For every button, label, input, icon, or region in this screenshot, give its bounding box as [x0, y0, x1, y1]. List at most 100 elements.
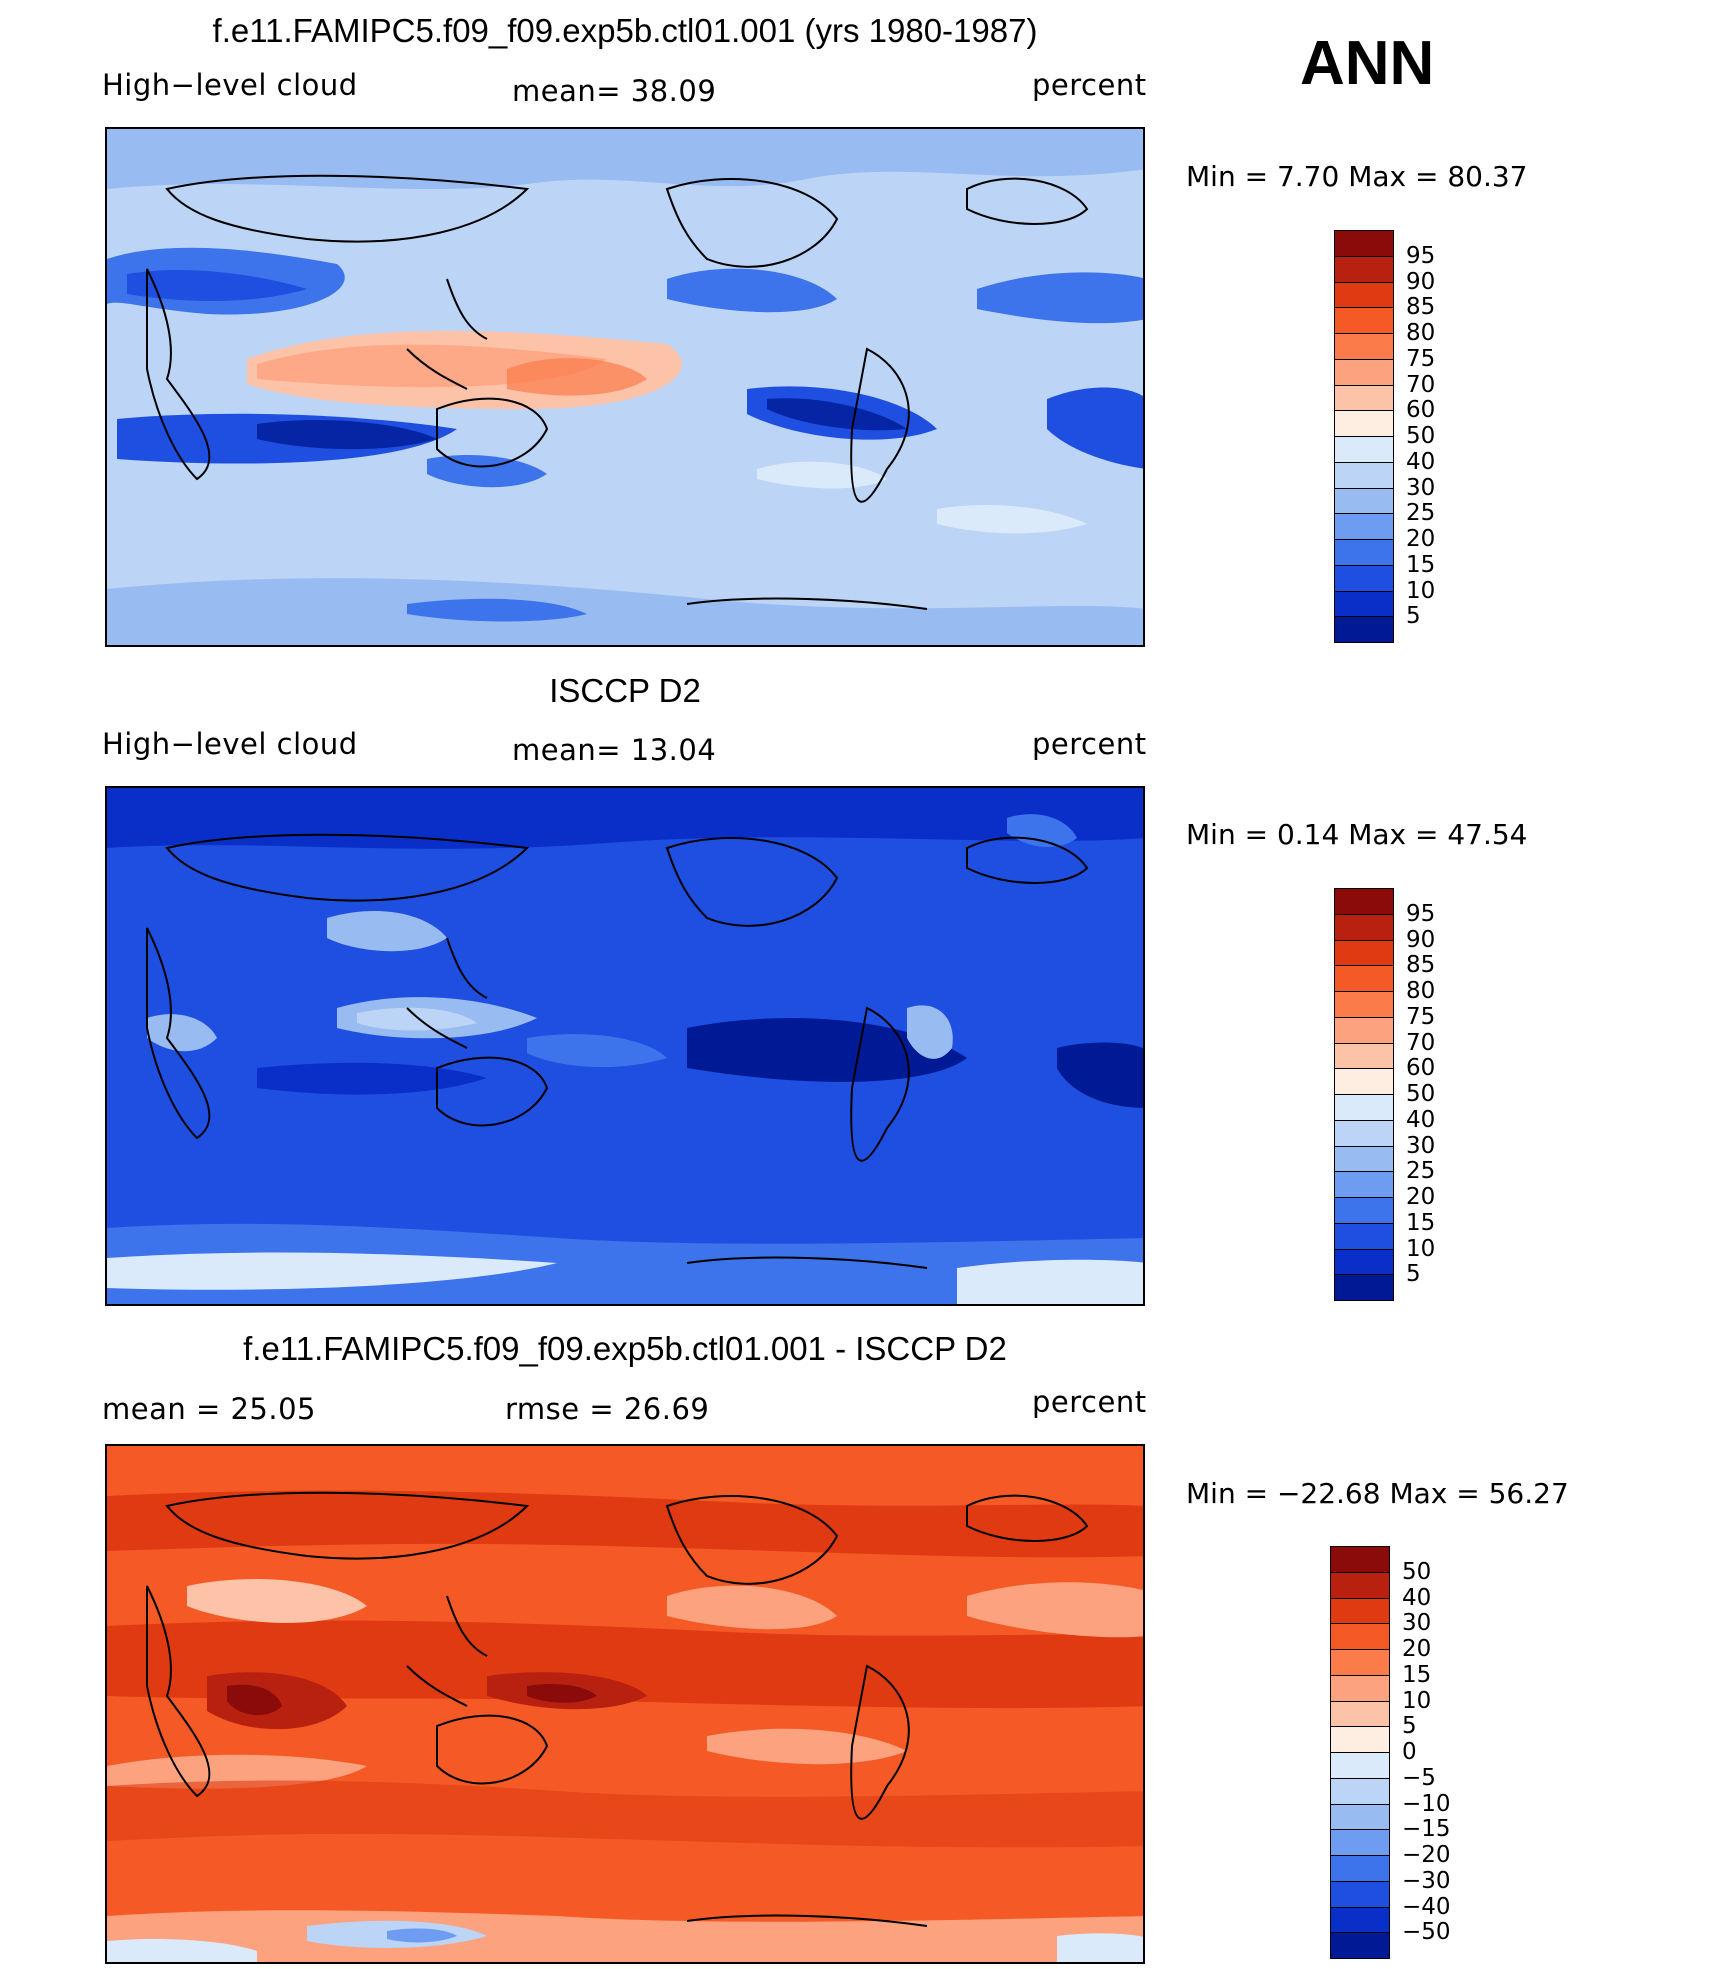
colorbar-swatch: [1334, 358, 1394, 386]
colorbar-swatch: [1334, 307, 1394, 334]
panel2-min-max: Min = 0.14 Max = 47.54: [1186, 818, 1528, 851]
colorbar-swatch: [1334, 333, 1394, 360]
colorbar-swatch: [1330, 1571, 1390, 1599]
panel2-colorbar: 95 90 85 80 75 70 60 50 40 30 25 20 15 10 5: [1334, 888, 1454, 1301]
colorbar-tick-label: 80: [1406, 320, 1436, 346]
panel1-units-label: percent: [1032, 68, 1147, 102]
colorbar-tick-label: 90: [1406, 926, 1436, 953]
colorbar-swatch: [1334, 513, 1394, 540]
panel1-title: f.e11.FAMIPC5.f09_f09.exp5b.ctl01.001 (y…: [212, 12, 1038, 49]
colorbar-swatch: [1334, 564, 1394, 592]
colorbar-swatch: [1330, 1932, 1390, 1959]
colorbar-tick-label: 70: [1406, 1029, 1436, 1056]
colorbar-swatch: [1334, 1016, 1394, 1044]
colorbar-tick-label: 5: [1406, 603, 1421, 630]
panel1-mean-label: mean= 38.09: [512, 74, 717, 108]
colorbar-tick-label: 40: [1406, 1106, 1436, 1133]
colorbar-swatch: [1334, 1094, 1394, 1121]
colorbar-tick-label: 25: [1406, 500, 1436, 527]
panel2-title: ISCCP D2: [549, 672, 701, 709]
colorbar-swatch: [1334, 1145, 1394, 1173]
colorbar-tick-label: 5: [1402, 1713, 1417, 1740]
panel1-map: [105, 127, 1145, 647]
colorbar-swatch: [1334, 1171, 1394, 1198]
colorbar-tick-label: −50: [1402, 1919, 1451, 1946]
colorbar-swatch: [1334, 487, 1394, 515]
colorbar-swatch: [1334, 965, 1394, 992]
colorbar-tick-label: 60: [1406, 1055, 1436, 1082]
colorbar-tick-label: 75: [1406, 345, 1436, 372]
colorbar-tick-label: 10: [1402, 1687, 1432, 1714]
colorbar-swatch: [1330, 1546, 1390, 1573]
colorbar-swatch: [1330, 1880, 1390, 1908]
colorbar-swatch: [1330, 1906, 1390, 1934]
colorbar-tick-label: 20: [1402, 1636, 1432, 1662]
colorbar-swatch: [1330, 1674, 1390, 1702]
colorbar-tick-label: 60: [1406, 397, 1436, 424]
colorbar-tick-label: 15: [1406, 551, 1436, 578]
colorbar-tick-label: 95: [1406, 242, 1436, 269]
panel3-mean-label: mean = 25.05: [102, 1392, 316, 1426]
colorbar-tick-label: 80: [1406, 978, 1436, 1004]
colorbar-swatch: [1330, 1623, 1390, 1650]
colorbar-tick-label: 40: [1406, 448, 1436, 475]
colorbar-tick-label: −30: [1402, 1867, 1451, 1894]
colorbar-swatch: [1334, 939, 1394, 967]
panel3-rmse-label: rmse = 26.69: [505, 1392, 710, 1426]
colorbar-swatch: [1334, 230, 1394, 257]
colorbar-swatch: [1334, 1119, 1394, 1147]
colorbar-tick-label: 40: [1402, 1584, 1432, 1611]
panel3-title: f.e11.FAMIPC5.f09_f09.exp5b.ctl01.001 - …: [243, 1330, 1007, 1367]
panel2-mean-label: mean= 13.04: [512, 733, 717, 767]
colorbar-swatch: [1334, 461, 1394, 489]
colorbar-swatch: [1330, 1700, 1390, 1728]
colorbar-tick-label: −40: [1402, 1893, 1451, 1920]
colorbar-swatch: [1334, 436, 1394, 463]
colorbar-swatch: [1334, 888, 1394, 915]
colorbar-tick-label: 20: [1406, 526, 1436, 552]
colorbar-swatch: [1330, 1752, 1390, 1779]
colorbar-swatch: [1334, 991, 1394, 1018]
colorbar-tick-label: 30: [1406, 1132, 1436, 1159]
colorbar-tick-label: 25: [1406, 1158, 1436, 1185]
panel1-colorbar: 95 90 85 80 75 70 60 50 40 30 25 20 15 10 5: [1334, 230, 1454, 643]
colorbar-tick-label: 5: [1406, 1261, 1421, 1288]
colorbar-swatch: [1330, 1829, 1390, 1856]
colorbar-tick-label: 10: [1406, 1235, 1436, 1262]
colorbar-tick-label: 90: [1406, 268, 1436, 295]
colorbar-swatch: [1330, 1803, 1390, 1831]
season-label: ANN: [1300, 29, 1435, 98]
colorbar-swatch: [1330, 1777, 1390, 1805]
colorbar-tick-label: 10: [1406, 577, 1436, 604]
colorbar-tick-label: 85: [1406, 952, 1436, 979]
panel3-colorbar: 50 40 30 20 15 10 5 0 −5 −10 −15 −20 −30 −40 −50: [1330, 1546, 1451, 1959]
colorbar-tick-label: 50: [1406, 423, 1436, 449]
panel3-map: [105, 1444, 1145, 1964]
colorbar-tick-label: −5: [1402, 1764, 1436, 1791]
colorbar-swatch: [1334, 590, 1394, 618]
panel3-units-label: percent: [1032, 1385, 1147, 1419]
panel1-min-max: Min = 7.70 Max = 80.37: [1186, 160, 1528, 193]
colorbar-tick-label: 85: [1406, 294, 1436, 321]
colorbar-swatch: [1330, 1649, 1390, 1676]
colorbar-swatch: [1330, 1855, 1390, 1882]
panel2-variable-label: High−level cloud: [102, 727, 358, 761]
colorbar-swatch: [1334, 1222, 1394, 1250]
colorbar-swatch: [1334, 1197, 1394, 1224]
colorbar-tick-label: 15: [1406, 1209, 1436, 1236]
colorbar-swatch: [1334, 255, 1394, 283]
colorbar-swatch: [1334, 410, 1394, 437]
colorbar-tick-label: 50: [1406, 1081, 1436, 1107]
colorbar-swatch: [1334, 1068, 1394, 1095]
colorbar-swatch: [1334, 913, 1394, 941]
colorbar-swatch: [1334, 616, 1394, 643]
colorbar-tick-label: 15: [1402, 1661, 1432, 1688]
colorbar-tick-label: 50: [1402, 1558, 1432, 1585]
panel1-variable-label: High−level cloud: [102, 68, 358, 102]
colorbar-tick-label: −20: [1402, 1842, 1451, 1868]
panel2-map: [105, 786, 1145, 1306]
colorbar-swatch: [1330, 1597, 1390, 1625]
colorbar-tick-label: 30: [1402, 1610, 1432, 1637]
colorbar-swatch: [1334, 1042, 1394, 1070]
colorbar-tick-label: 95: [1406, 900, 1436, 927]
